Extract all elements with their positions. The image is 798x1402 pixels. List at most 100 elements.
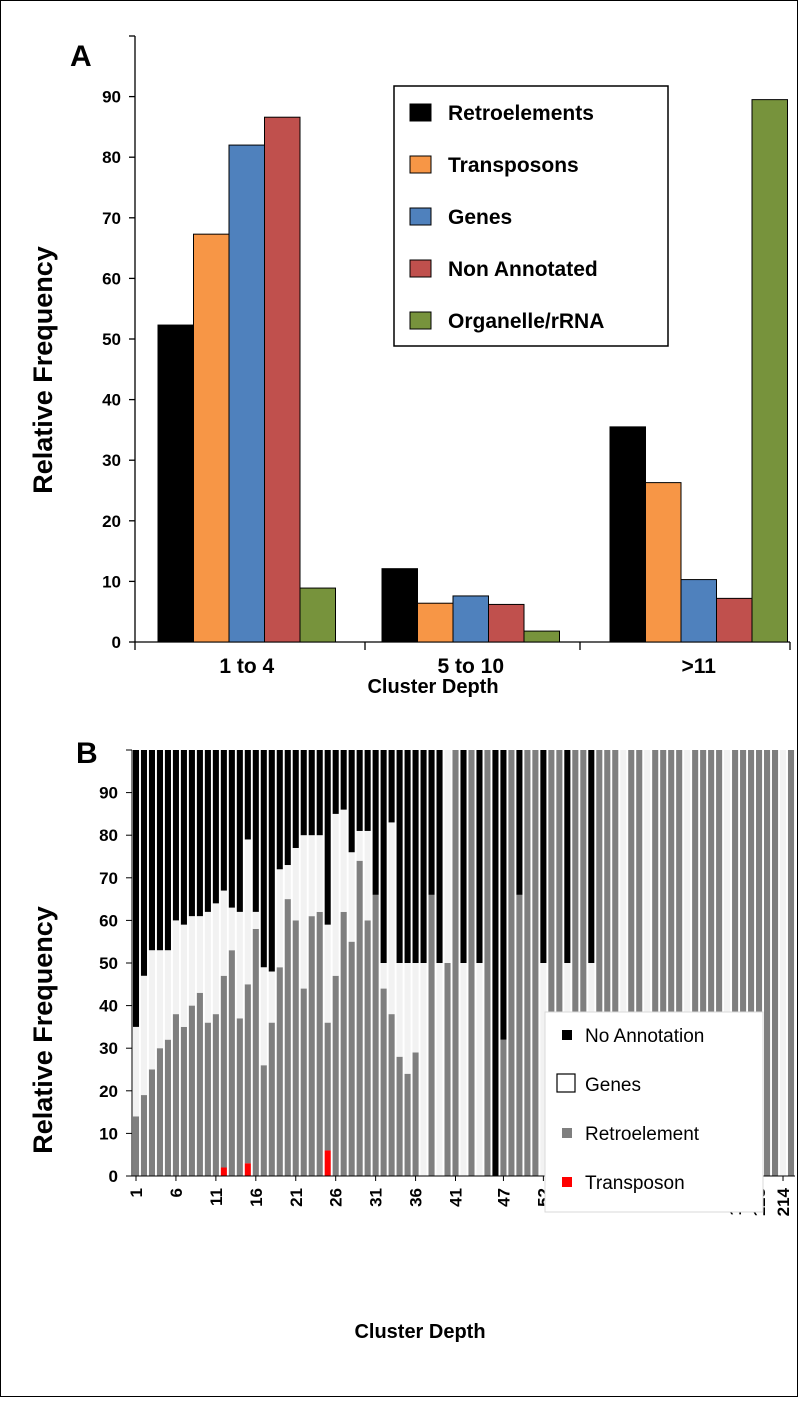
y-tick-label: 0: [112, 633, 121, 652]
legend-label: Transposons: [448, 154, 579, 177]
bar-segment: [372, 750, 379, 895]
bar-segment: [340, 911, 347, 1176]
bar: [716, 597, 753, 643]
bar-segment: [348, 941, 355, 1176]
y-tick-label: 70: [102, 209, 121, 228]
bar-segment: [324, 1022, 331, 1151]
bar: [645, 482, 682, 643]
legend-swatch: [562, 1177, 572, 1187]
bar-segment: [284, 899, 291, 1176]
y-tick-label: 60: [102, 269, 121, 288]
panel-a-category-labels: 1 to 4 5 to 10 >11: [219, 655, 716, 678]
bar-segment: [420, 963, 427, 1176]
y-tick-label: 40: [99, 997, 118, 1016]
bar-segment: [476, 750, 483, 963]
bar-segment: [236, 750, 243, 912]
bar-segment: [668, 750, 675, 1176]
panel-a-y-axis: 0 10 20 30 40 50 60 70 80 90: [102, 35, 136, 652]
bar: [264, 116, 301, 643]
bar-segment: [436, 750, 443, 963]
bar-segment: [252, 750, 259, 912]
legend-swatch: [562, 1030, 572, 1040]
y-tick-label: 10: [102, 572, 121, 591]
bar-segment: [244, 839, 251, 985]
bar-segment: [228, 950, 235, 1176]
legend-swatch: [409, 311, 432, 330]
bar-segment: [548, 750, 555, 1176]
bar-segment: [300, 750, 307, 836]
x-tick-label: 16: [247, 1188, 266, 1207]
bar: [228, 144, 265, 643]
bar-segment: [412, 963, 419, 1053]
legend-swatch: [409, 103, 432, 122]
panel-b-chart: B Relative Frequency Cluster Depth 0 10 20…: [28, 737, 795, 1343]
legend-label: Genes: [585, 1075, 641, 1096]
bar-segment: [364, 830, 371, 921]
bar-segment: [188, 750, 195, 917]
bar-segment: [316, 750, 323, 836]
bar-segment: [460, 750, 467, 963]
bar-segment: [180, 1026, 187, 1176]
bar-segment: [220, 750, 227, 891]
bar-segment: [500, 750, 507, 1040]
bar-segment: [540, 963, 547, 1176]
bar-segment: [444, 963, 451, 1176]
bar-segment: [660, 750, 667, 1176]
bar-segment: [620, 750, 627, 1176]
bar-segment: [220, 890, 227, 976]
bar-segment: [564, 750, 571, 963]
bar-segment: [308, 916, 315, 1176]
bar-segment: [500, 1039, 507, 1176]
bar: [680, 579, 717, 643]
x-tick-label: 21: [287, 1188, 306, 1207]
bar-segment: [236, 911, 243, 1019]
y-tick-label: 40: [102, 391, 121, 410]
bar-segment: [740, 750, 747, 1176]
bar-segment: [444, 750, 451, 963]
bar-segment: [260, 1065, 267, 1176]
bar-segment: [612, 750, 619, 1176]
x-tick-label: 26: [327, 1188, 346, 1207]
bar-segment: [180, 924, 187, 1027]
bar-segment: [156, 750, 163, 951]
bar-segment: [228, 750, 235, 908]
bar-segment: [164, 950, 171, 1040]
bar-segment: [572, 750, 579, 1176]
y-tick-label: 30: [102, 451, 121, 470]
bar-segment: [396, 750, 403, 963]
bar-segment: [380, 988, 387, 1176]
bar-segment: [268, 1022, 275, 1176]
bar-segment: [252, 928, 259, 1176]
bar-segment: [524, 750, 531, 1176]
bar-segment: [220, 1167, 227, 1176]
bar-segment: [284, 750, 291, 866]
y-tick-label: 10: [99, 1124, 118, 1143]
bar-segment: [132, 750, 140, 1027]
panel-a-bars: [157, 99, 788, 643]
bar-segment: [516, 894, 523, 1176]
bar-segment: [308, 835, 315, 917]
legend-label: Transposon: [585, 1173, 685, 1194]
bar-segment: [268, 971, 275, 1023]
bar-segment: [684, 750, 691, 1176]
bar-segment: [316, 835, 323, 912]
legend-label: Retroelement: [585, 1124, 700, 1145]
bar-segment: [148, 1069, 156, 1176]
bar-segment: [348, 750, 355, 853]
bar-segment: [771, 750, 779, 1176]
bar-segment: [324, 750, 331, 925]
bar-segment: [428, 894, 435, 1176]
bar: [157, 324, 194, 643]
bar-segment: [764, 750, 771, 1176]
bar: [751, 99, 788, 643]
bar-segment: [356, 860, 363, 1176]
bar-segment: [140, 750, 148, 976]
panel-b-label: B: [76, 737, 98, 770]
y-tick-label: 30: [99, 1039, 118, 1058]
y-tick-label: 60: [99, 911, 118, 930]
bar-segment: [244, 750, 251, 840]
legend-swatch: [409, 207, 432, 226]
bar-segment: [556, 750, 563, 1176]
